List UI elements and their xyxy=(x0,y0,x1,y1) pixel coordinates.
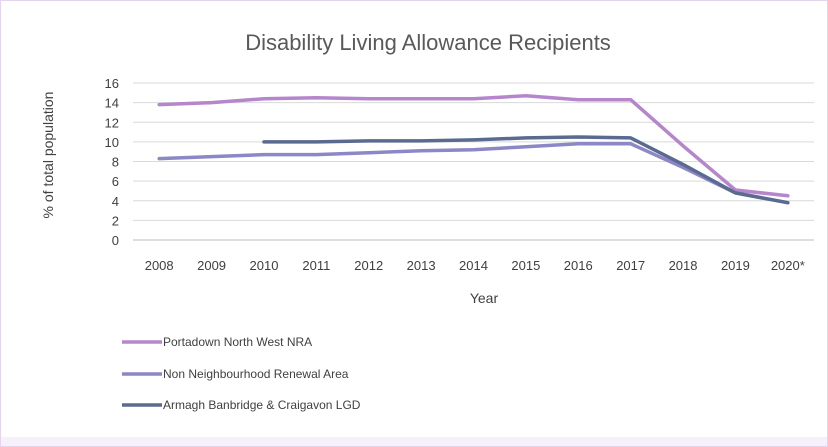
y-tick-label: 14 xyxy=(105,96,119,111)
y-tick-label: 0 xyxy=(112,233,119,248)
gridlines xyxy=(133,82,814,241)
x-tick-label: 2013 xyxy=(407,258,436,273)
x-tick-label: 2018 xyxy=(669,258,698,273)
legend-label: Non Neighbourhood Renewal Area xyxy=(163,367,349,381)
legend-label: Armagh Banbridge & Craigavon LGD xyxy=(163,398,361,412)
y-tick-labels: 0 2 4 6 8 10 12 14 16 xyxy=(105,76,119,248)
y-tick-label: 16 xyxy=(105,76,119,91)
y-tick-label: 12 xyxy=(105,115,119,130)
x-tick-labels: 2008 2009 2010 2011 2012 2013 2014 2015 2016 2017… xyxy=(145,258,805,273)
x-tick-label: 2014 xyxy=(459,258,488,273)
y-tick-label: 10 xyxy=(105,135,119,150)
x-tick-label: 2016 xyxy=(564,258,593,273)
series-line-2 xyxy=(157,142,790,205)
y-tick-label: 2 xyxy=(112,213,119,228)
chart-bottom-band xyxy=(1,437,827,446)
x-tick-label: 2012 xyxy=(354,258,383,273)
legend: Portadown North West NRA Non Neighbourhoo… xyxy=(122,335,361,412)
y-tick-label: 4 xyxy=(112,194,119,209)
x-tick-label: 2010 xyxy=(250,258,279,273)
y-axis-label: % of total population xyxy=(40,92,56,219)
x-tick-label: 2011 xyxy=(302,258,330,273)
x-tick-label: 2019 xyxy=(721,258,750,273)
x-tick-label: 2009 xyxy=(197,258,226,273)
series-line-1 xyxy=(157,94,790,198)
y-tick-label: 8 xyxy=(112,155,119,170)
x-tick-label: 2017 xyxy=(616,258,645,273)
legend-label: Portadown North West NRA xyxy=(163,335,312,349)
x-axis-label: Year xyxy=(470,290,499,306)
x-tick-label: 2015 xyxy=(511,258,540,273)
series-line-3 xyxy=(262,135,790,205)
series-lines xyxy=(157,94,790,205)
y-tick-label: 6 xyxy=(112,174,119,189)
x-tick-label: 2020* xyxy=(771,258,805,273)
x-tick-label: 2008 xyxy=(145,258,174,273)
chart-title: Disability Living Allowance Recipients xyxy=(245,30,611,55)
